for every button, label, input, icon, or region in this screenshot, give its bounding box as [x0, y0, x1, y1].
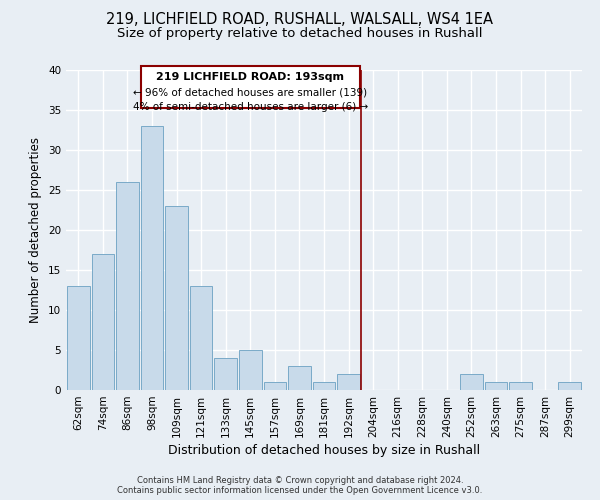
Text: ← 96% of detached houses are smaller (139): ← 96% of detached houses are smaller (13… — [133, 88, 367, 98]
Bar — [460, 374, 483, 390]
Text: 219 LICHFIELD ROAD: 193sqm: 219 LICHFIELD ROAD: 193sqm — [156, 72, 344, 83]
Bar — [116, 182, 139, 390]
Text: Contains public sector information licensed under the Open Government Licence v3: Contains public sector information licen… — [118, 486, 482, 495]
Bar — [239, 350, 262, 390]
Text: 4% of semi-detached houses are larger (6) →: 4% of semi-detached houses are larger (6… — [133, 102, 368, 112]
Bar — [485, 382, 508, 390]
Bar — [140, 126, 163, 390]
Bar — [92, 254, 114, 390]
Bar — [165, 206, 188, 390]
Y-axis label: Number of detached properties: Number of detached properties — [29, 137, 43, 323]
Text: 219, LICHFIELD ROAD, RUSHALL, WALSALL, WS4 1EA: 219, LICHFIELD ROAD, RUSHALL, WALSALL, W… — [107, 12, 493, 28]
Bar — [559, 382, 581, 390]
Bar — [337, 374, 360, 390]
Bar — [67, 286, 89, 390]
Text: Size of property relative to detached houses in Rushall: Size of property relative to detached ho… — [117, 28, 483, 40]
Bar — [263, 382, 286, 390]
FancyBboxPatch shape — [141, 66, 359, 108]
Bar — [313, 382, 335, 390]
X-axis label: Distribution of detached houses by size in Rushall: Distribution of detached houses by size … — [168, 444, 480, 457]
Bar — [190, 286, 212, 390]
Bar — [288, 366, 311, 390]
Bar — [509, 382, 532, 390]
Bar — [214, 358, 237, 390]
Text: Contains HM Land Registry data © Crown copyright and database right 2024.: Contains HM Land Registry data © Crown c… — [137, 476, 463, 485]
